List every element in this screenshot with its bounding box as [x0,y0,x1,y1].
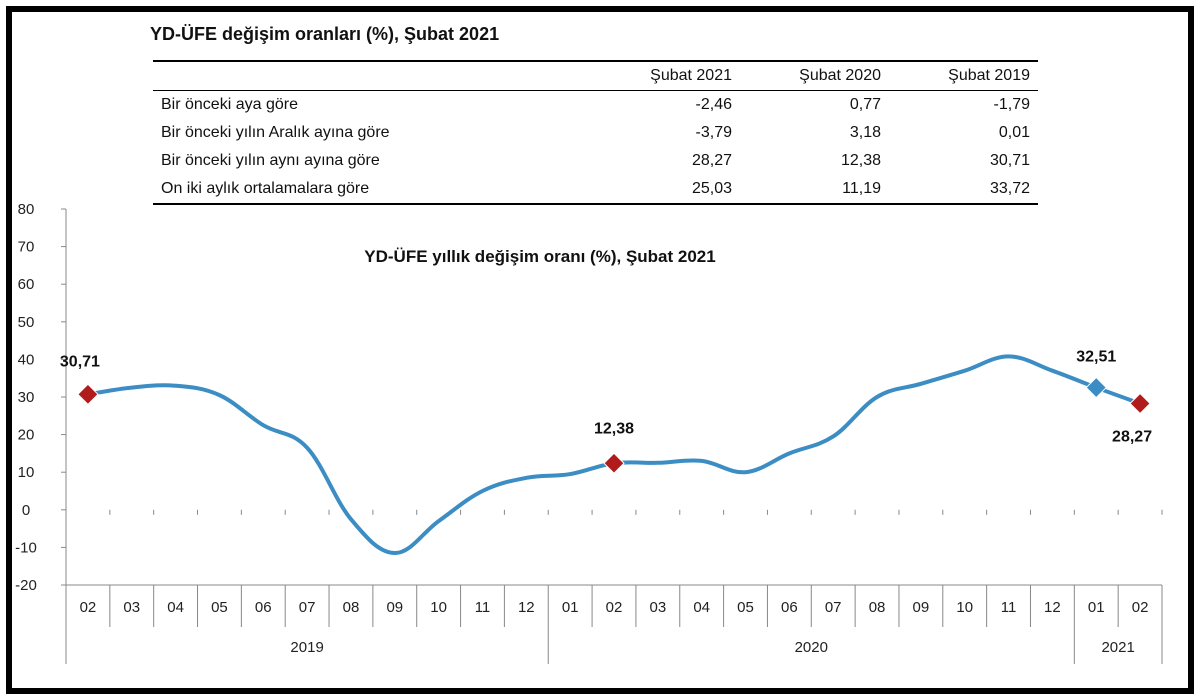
data-label: 28,27 [1112,429,1152,446]
y-tick-label: 70 [18,239,35,256]
table-header-row: Şubat 2021 Şubat 2020 Şubat 2019 [153,60,1038,91]
table-header-feb-2019: Şubat 2019 [889,60,1038,91]
table-cell: -1,79 [993,96,1030,113]
x-tick-label: 06 [255,599,272,616]
table-cell: 30,71 [989,152,1030,169]
chart-frame [6,6,1194,694]
row-label: Bir önceki yılın Aralık ayına göre [161,124,390,141]
x-tick-label: 04 [167,599,184,616]
y-tick-label: 50 [18,314,35,331]
marker-diamond [603,452,625,474]
x-tick-label: 07 [299,599,316,616]
table-header-blank [153,60,591,91]
year-label: 2019 [290,639,323,656]
y-tick-label: 30 [18,389,35,406]
y-tick-label: 20 [18,427,35,444]
y-tick-label: -20 [15,577,37,594]
x-tick-label: 02 [1132,599,1149,616]
table-cell: 28,27 [691,152,732,169]
row-label: On iki aylık ortalamalara göre [153,175,591,205]
table-cell: -2,46 [695,96,732,113]
table-cell: 12,38 [840,152,881,169]
x-tick-label: 05 [211,599,228,616]
table-title: YD-ÜFE değişim oranları (%), Şubat 2021 [150,24,500,44]
x-tick-label: 02 [606,599,623,616]
x-tick-label: 07 [825,599,842,616]
y-tick-label: 40 [18,351,35,368]
y-tick-label: 80 [18,201,35,218]
x-tick-label: 06 [781,599,798,616]
table-cell: 11,19 [740,175,889,205]
x-tick-label: 04 [693,599,710,616]
marker-diamond [1129,392,1151,415]
year-label: 2021 [1101,639,1134,656]
table-row: On iki aylık ortalamalara göre 25,03 11,… [153,175,1038,205]
data-label: 12,38 [594,420,634,437]
x-tick-label: 09 [913,599,930,616]
table-cell: 25,03 [591,175,740,205]
x-tick-label: 12 [518,599,535,616]
x-tick-label: 03 [649,599,666,616]
year-label: 2020 [795,639,828,656]
table-cell: 3,18 [849,124,881,141]
x-tick-label: 12 [1044,599,1061,616]
x-tick-label: 11 [1001,599,1017,616]
x-tick-label: 11 [475,599,491,616]
y-tick-label: 10 [18,464,35,481]
table-row: Bir önceki yılın Aralık ayına göre -3,79… [153,119,1038,147]
change-rate-table: Şubat 2021 Şubat 2020 Şubat 2019 Bir önc… [153,60,1038,205]
x-tick-label: 01 [562,599,579,616]
table-header-feb-2021: Şubat 2021 [591,60,740,91]
table-cell: -3,79 [695,124,732,141]
chart-title: YD-ÜFE yıllık değişim oranı (%), Şubat 2… [364,247,715,266]
data-label: 32,51 [1076,349,1116,366]
table-row: Bir önceki aya göre -2,46 0,77 -1,79 [153,91,1038,120]
x-tick-label: 02 [80,599,97,616]
x-tick-label: 08 [343,599,360,616]
table-row: Bir önceki yılın aynı ayına göre 28,27 1… [153,147,1038,175]
x-tick-label: 05 [737,599,754,616]
y-tick-label: 0 [22,502,30,519]
table-cell: 0,77 [849,96,881,113]
x-tick-label: 03 [123,599,140,616]
x-tick-label: 09 [386,599,403,616]
marker-diamond [77,383,99,406]
table-cell: 33,72 [889,175,1038,205]
table-header-feb-2020: Şubat 2020 [740,60,889,91]
table-cell: 0,01 [998,124,1030,141]
x-tick-label: 10 [956,599,973,616]
y-tick-label: 60 [18,276,35,293]
x-tick-label: 08 [869,599,886,616]
data-label: 30,71 [60,353,100,370]
x-tick-label: 10 [430,599,447,616]
row-label: Bir önceki aya göre [161,96,298,113]
row-label: Bir önceki yılın aynı ayına göre [161,152,380,169]
y-tick-label: -10 [15,539,37,556]
marker-diamond [1085,376,1107,399]
x-tick-label: 01 [1088,599,1105,616]
